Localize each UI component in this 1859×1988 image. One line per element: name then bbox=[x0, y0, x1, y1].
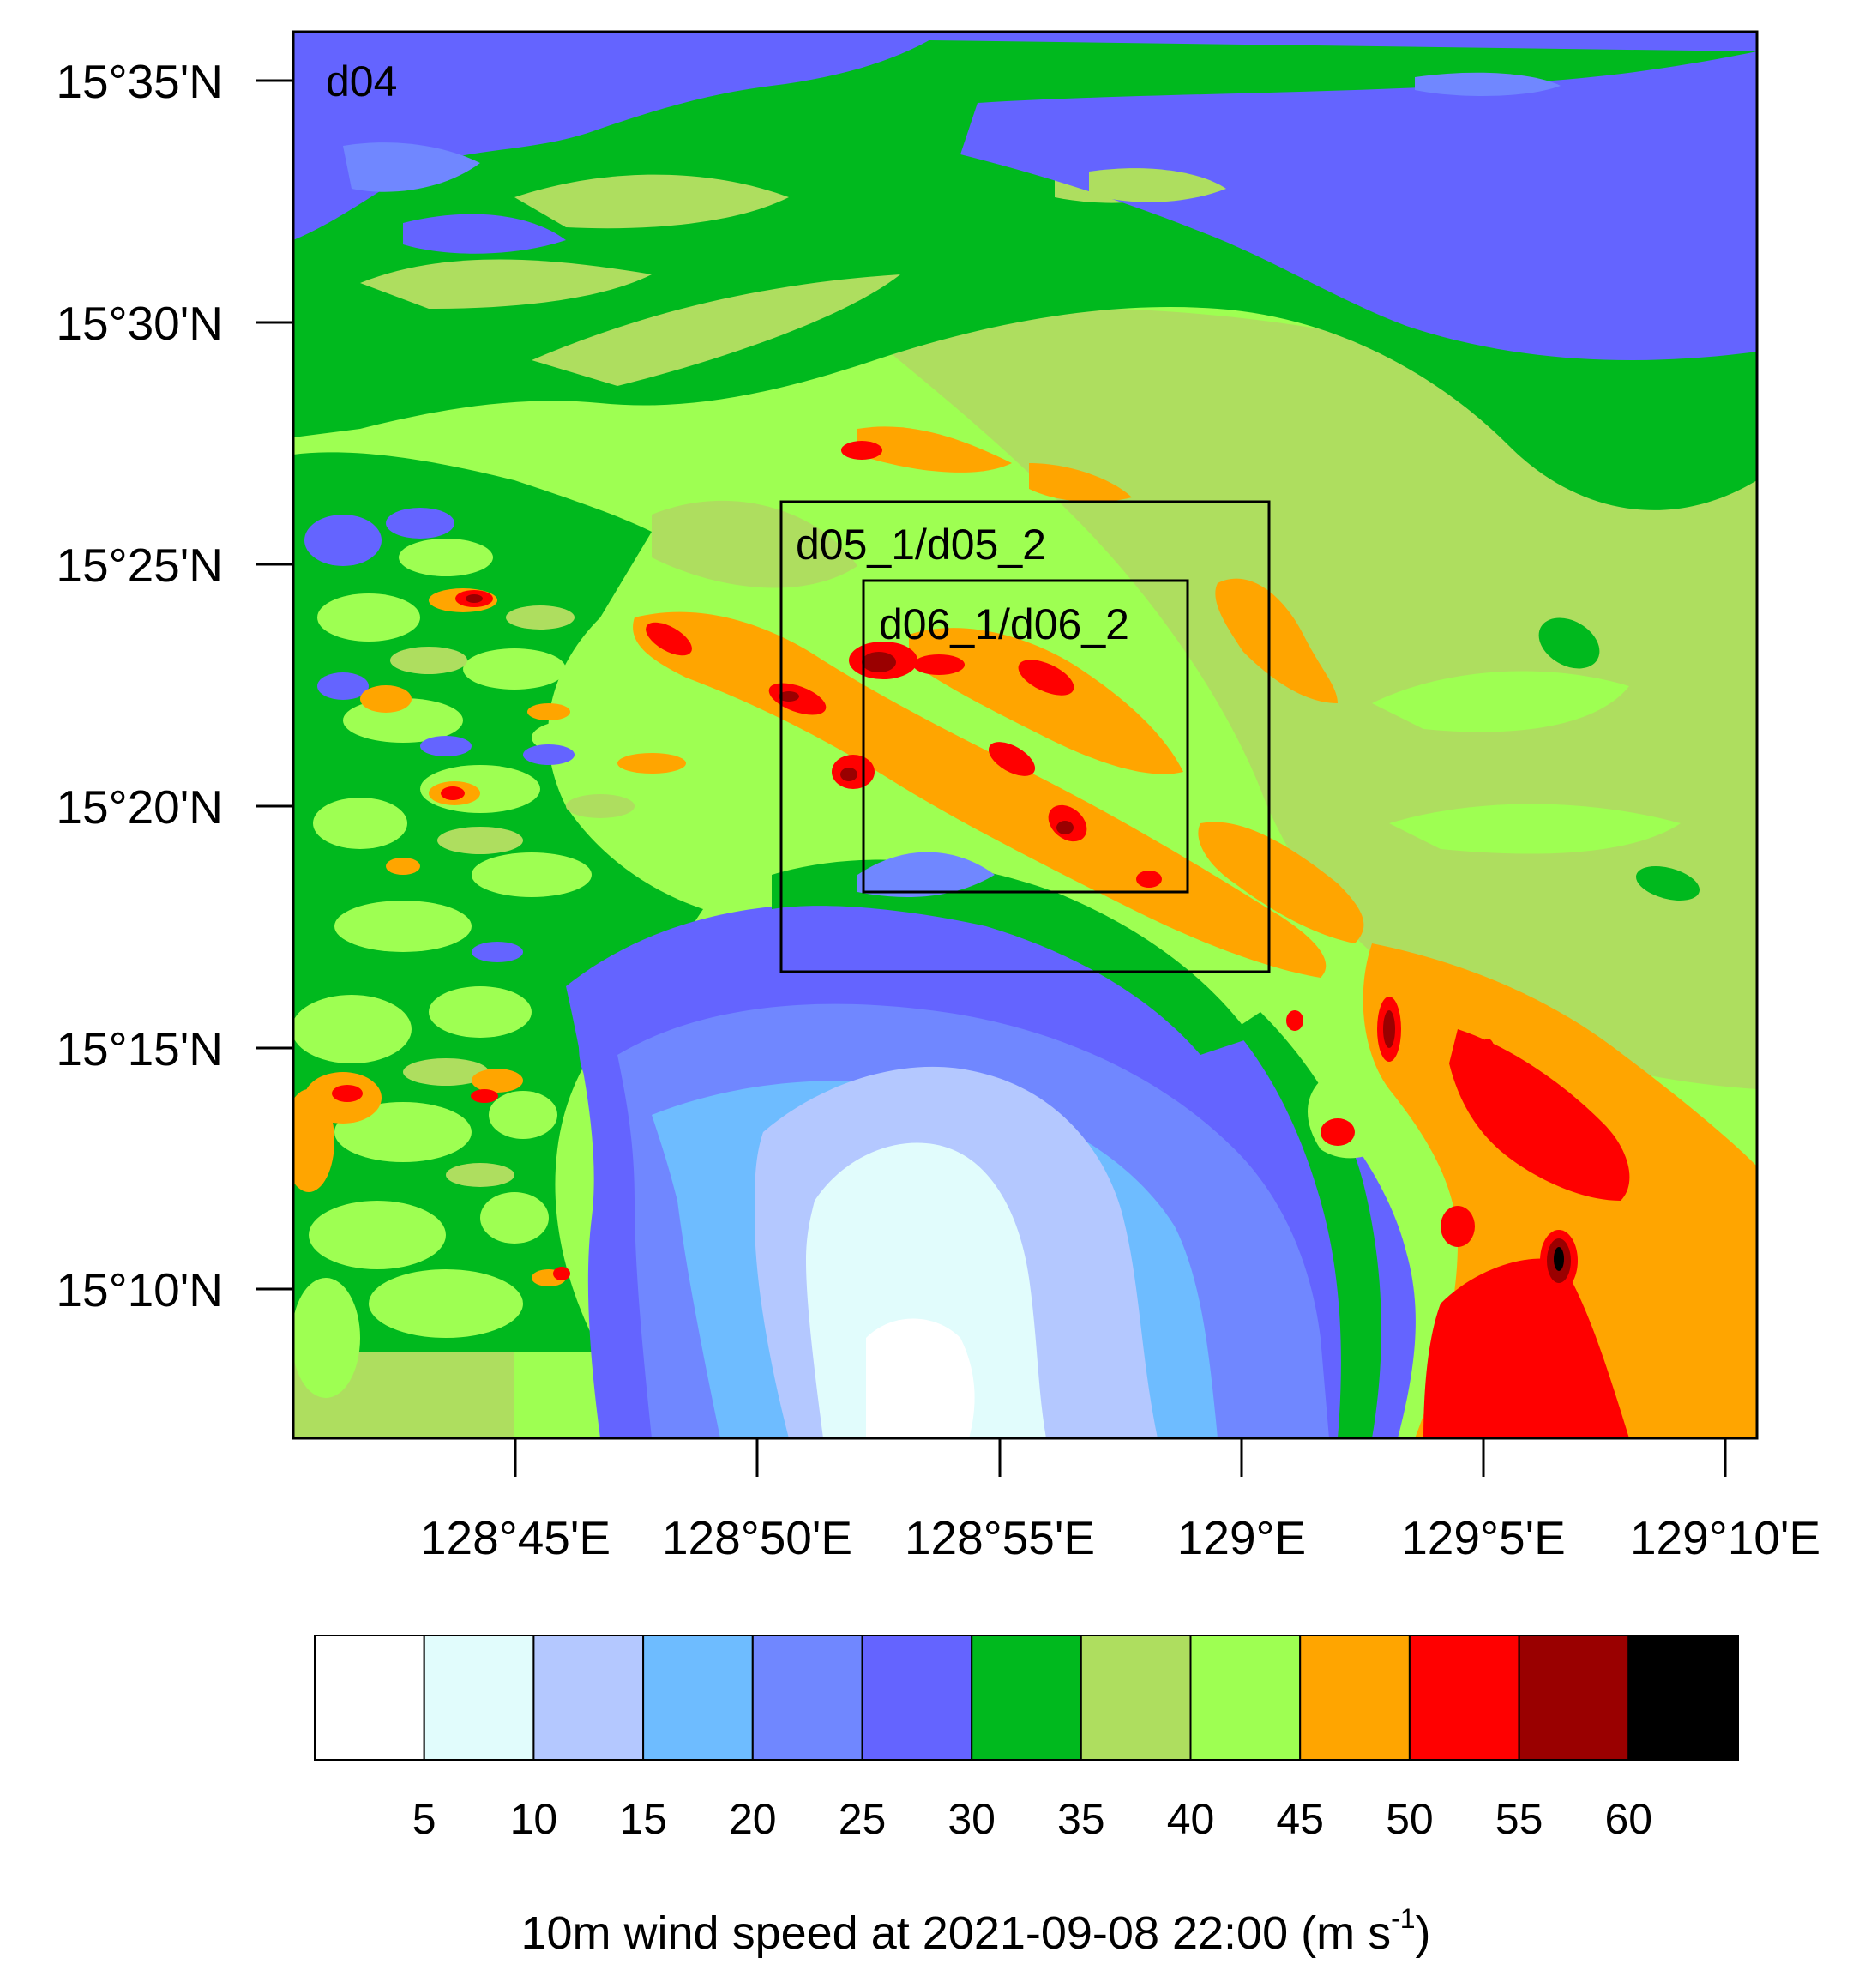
colorbar-swatch bbox=[423, 1635, 535, 1761]
colorbar-swatch bbox=[1627, 1635, 1740, 1761]
colorbar-level-label: 30 bbox=[948, 1795, 996, 1843]
domain-label-d06: d06_1/d06_2 bbox=[879, 600, 1129, 648]
colorbar-labels: 5 10 15 20 25 30 35 40 45 50 55 60 bbox=[412, 1795, 1652, 1843]
domain-label-d04: d04 bbox=[326, 57, 397, 105]
domain-box-d06 bbox=[862, 579, 1189, 894]
colorbar-swatch bbox=[532, 1635, 645, 1761]
lat-tick-label: 15°30'N bbox=[56, 297, 223, 350]
colorbar-level-label: 60 bbox=[1604, 1795, 1652, 1843]
lon-tick-label: 128°45'E bbox=[420, 1511, 611, 1564]
colorbar-level-label: 35 bbox=[1057, 1795, 1105, 1843]
colorbar-swatch bbox=[1408, 1635, 1520, 1761]
colorbar-swatch bbox=[642, 1635, 754, 1761]
colorbar-swatch bbox=[1518, 1635, 1630, 1761]
colorbar-level-label: 40 bbox=[1167, 1795, 1215, 1843]
lon-tick-label: 128°50'E bbox=[662, 1511, 852, 1564]
colorbar bbox=[314, 1635, 1740, 1761]
colorbar-title-superscript: -1 bbox=[1391, 1903, 1415, 1934]
colorbar-swatch bbox=[1189, 1635, 1302, 1761]
latitude-axis bbox=[256, 79, 293, 1291]
lon-tick-label: 129°E bbox=[1177, 1511, 1306, 1564]
lon-tick-label: 129°5'E bbox=[1401, 1511, 1566, 1564]
longitude-axis bbox=[514, 1438, 1727, 1477]
colorbar-level-label: 45 bbox=[1276, 1795, 1324, 1843]
wind-field bbox=[293, 32, 1757, 1438]
colorbar-level-label: 10 bbox=[510, 1795, 558, 1843]
colorbar-level-label: 55 bbox=[1495, 1795, 1543, 1843]
colorbar-title-end: ) bbox=[1416, 1907, 1431, 1959]
colorbar-title: 10m wind speed at 2021-09-08 22:00 (m s-… bbox=[520, 1903, 1430, 1959]
domain-label-d05: d05_1/d05_2 bbox=[796, 521, 1046, 569]
colorbar-level-label: 20 bbox=[729, 1795, 777, 1843]
colorbar-level-label: 25 bbox=[839, 1795, 887, 1843]
lat-tick-label: 15°10'N bbox=[56, 1263, 223, 1316]
lat-tick-label: 15°20'N bbox=[56, 780, 223, 834]
colorbar-swatch bbox=[314, 1635, 425, 1761]
lat-tick-label: 15°35'N bbox=[56, 55, 223, 108]
colorbar-title-main: 10m wind speed at 2021-09-08 22:00 (m s bbox=[520, 1907, 1391, 1959]
colorbar-level-label: 5 bbox=[412, 1795, 436, 1843]
lon-tick-label: 128°55'E bbox=[905, 1511, 1095, 1564]
map-frame bbox=[292, 30, 1759, 1440]
colorbar-swatch bbox=[751, 1635, 863, 1761]
lat-tick-label: 15°15'N bbox=[56, 1022, 223, 1075]
colorbar-level-label: 50 bbox=[1386, 1795, 1434, 1843]
colorbar-level-label: 15 bbox=[619, 1795, 667, 1843]
colorbar-swatch bbox=[971, 1635, 1082, 1761]
colorbar-swatch bbox=[861, 1635, 973, 1761]
lon-tick-label: 129°10'E bbox=[1630, 1511, 1820, 1564]
colorbar-swatch bbox=[1080, 1635, 1192, 1761]
lat-tick-label: 15°25'N bbox=[56, 539, 223, 592]
domain-box-d05 bbox=[779, 500, 1271, 973]
colorbar-swatch bbox=[1299, 1635, 1411, 1761]
